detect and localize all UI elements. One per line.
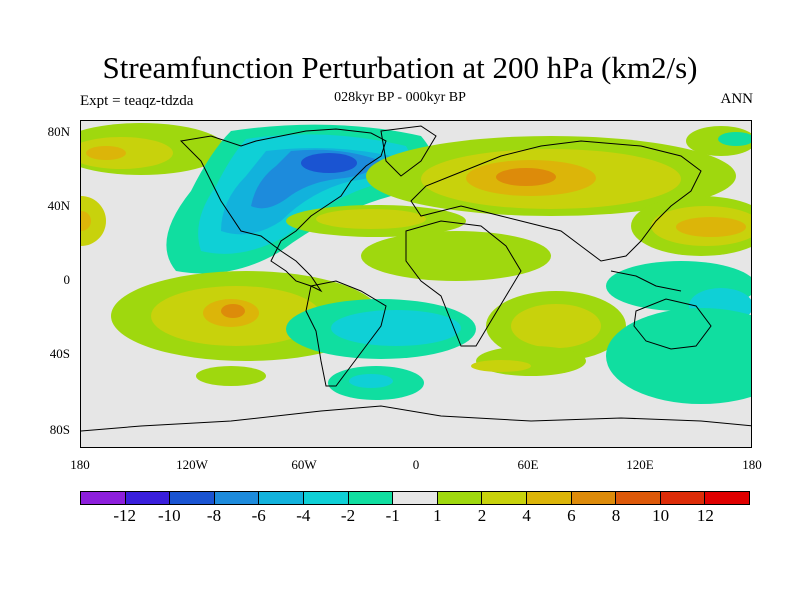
lon-label-60w: 60W	[291, 457, 317, 472]
colorbar-label: 6	[567, 506, 576, 525]
colorbar-label: 12	[696, 506, 714, 525]
lat-label-40n: 40N	[47, 198, 70, 213]
lat-label-80n: 80N	[47, 124, 70, 139]
contour-field	[81, 123, 751, 404]
colorbar-box	[526, 492, 572, 504]
colorbar-box	[348, 492, 394, 504]
colorbar-box	[125, 492, 171, 504]
colorbar-label: -6	[251, 506, 266, 525]
colorbar-label: -4	[296, 506, 311, 525]
colorbar-box	[303, 492, 349, 504]
colorbar-box	[259, 492, 304, 504]
colorbar-box	[81, 492, 126, 504]
colorbar-box	[705, 492, 749, 504]
colorbar-box	[571, 492, 617, 504]
lat-label-80s: 80S	[49, 422, 70, 437]
coastlines	[81, 125, 751, 432]
lon-label-180e: 180	[742, 457, 762, 472]
lat-label-0: 0	[63, 272, 71, 287]
colorbar-label: 10	[652, 506, 670, 525]
colorbar-box	[437, 492, 483, 504]
lon-label-120e: 120E	[626, 457, 654, 472]
season-label: ANN	[720, 91, 754, 107]
experiment-label: Expt = teaqz-tdzda	[80, 93, 194, 109]
plot-subtitle: 028kyr BP - 000kyr BP	[334, 90, 466, 105]
colorbar-label: 8	[611, 506, 621, 525]
streamfunction-map	[81, 123, 751, 432]
colorbar-box	[616, 492, 661, 504]
colorbar-label: 2	[477, 506, 487, 525]
colorbar-box	[214, 492, 260, 504]
colorbar-label: -1	[385, 506, 400, 525]
lon-label-120w: 120W	[176, 457, 208, 472]
colorbar-label: -8	[206, 506, 222, 525]
lon-label-180w: 180	[70, 457, 90, 472]
colorbar-label: -10	[157, 506, 181, 525]
colorbar-box	[393, 492, 438, 504]
colorbar-label: -2	[340, 506, 356, 525]
lon-label-0: 0	[412, 457, 420, 472]
colorbar-label: 4	[522, 506, 531, 525]
colorbar-box	[660, 492, 706, 504]
lon-label-60e: 60E	[517, 457, 539, 472]
colorbar-box	[482, 492, 527, 504]
colorbar-label: -12	[113, 506, 136, 525]
lat-label-40s: 40S	[49, 346, 70, 361]
colorbar	[80, 491, 750, 505]
map-panel	[80, 120, 752, 448]
plot-title: Streamfunction Perturbation at 200 hPa (…	[102, 50, 698, 85]
colorbar-box	[170, 492, 215, 504]
colorbar-label: 1	[433, 506, 442, 525]
